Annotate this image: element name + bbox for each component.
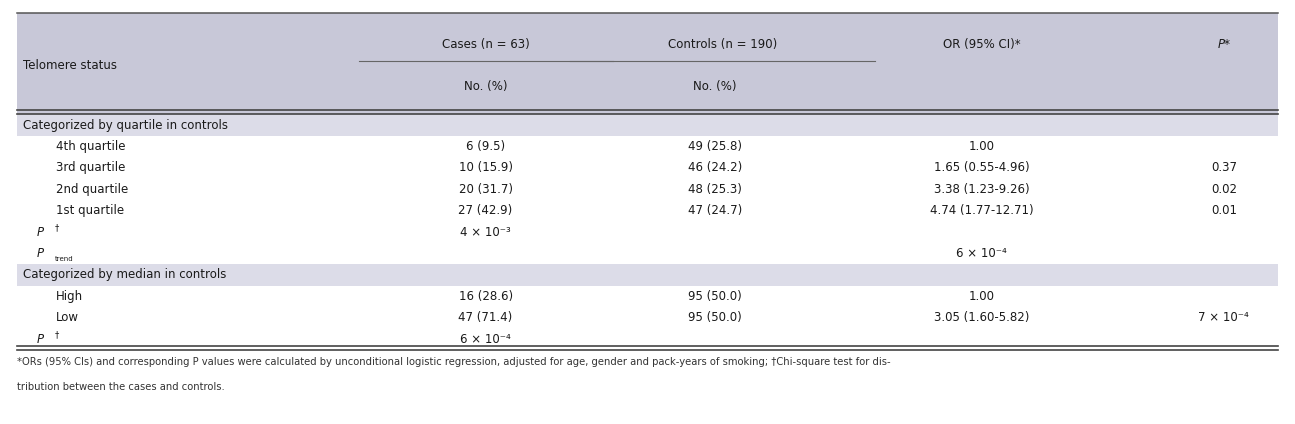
Text: 2nd quartile: 2nd quartile: [56, 183, 128, 196]
Bar: [17, 221, 1278, 243]
Text: 4.74 (1.77-12.71): 4.74 (1.77-12.71): [930, 204, 1033, 217]
Text: 0.02: 0.02: [1211, 183, 1237, 196]
Text: trend: trend: [54, 256, 73, 262]
Text: 6 (9.5): 6 (9.5): [466, 140, 505, 153]
Text: 47 (24.7): 47 (24.7): [688, 204, 742, 217]
Text: Controls (n = 190): Controls (n = 190): [668, 38, 777, 51]
Bar: [17, 200, 1278, 221]
Text: 46 (24.2): 46 (24.2): [688, 162, 742, 174]
Text: 27 (42.9): 27 (42.9): [458, 204, 513, 217]
Text: 47 (71.4): 47 (71.4): [458, 311, 513, 324]
Text: High: High: [56, 290, 83, 303]
Text: Low: Low: [56, 311, 79, 324]
Text: P*: P*: [1217, 38, 1230, 51]
Bar: [17, 13, 1278, 114]
Text: 1.65 (0.55-4.96): 1.65 (0.55-4.96): [934, 162, 1030, 174]
Text: No. (%): No. (%): [693, 81, 737, 93]
Bar: [17, 157, 1278, 179]
Text: 95 (50.0): 95 (50.0): [688, 311, 742, 324]
Text: 10 (15.9): 10 (15.9): [458, 162, 513, 174]
Text: Cases (n = 63): Cases (n = 63): [442, 38, 530, 51]
Text: 20 (31.7): 20 (31.7): [458, 183, 513, 196]
Text: P: P: [36, 247, 44, 260]
Text: 3.38 (1.23-9.26): 3.38 (1.23-9.26): [934, 183, 1030, 196]
Text: 4th quartile: 4th quartile: [56, 140, 126, 153]
Text: tribution between the cases and controls.: tribution between the cases and controls…: [17, 382, 224, 392]
Text: *ORs (95% CIs) and corresponding P values were calculated by unconditional logis: *ORs (95% CIs) and corresponding P value…: [17, 357, 891, 368]
Text: 3rd quartile: 3rd quartile: [56, 162, 126, 174]
Text: 1.00: 1.00: [969, 140, 995, 153]
Bar: [17, 114, 1278, 136]
Text: 16 (28.6): 16 (28.6): [458, 290, 513, 303]
Text: 1st quartile: 1st quartile: [56, 204, 124, 217]
Text: 6 × 10⁻⁴: 6 × 10⁻⁴: [956, 247, 1008, 260]
Text: P: P: [36, 226, 44, 239]
Text: 4 × 10⁻³: 4 × 10⁻³: [460, 226, 512, 239]
Text: Categorized by median in controls: Categorized by median in controls: [23, 268, 227, 282]
Text: 0.37: 0.37: [1211, 162, 1237, 174]
Text: 49 (25.8): 49 (25.8): [688, 140, 742, 153]
Bar: [17, 179, 1278, 200]
Bar: [17, 307, 1278, 329]
Bar: [17, 286, 1278, 307]
Text: Categorized by quartile in controls: Categorized by quartile in controls: [23, 119, 228, 132]
Text: 95 (50.0): 95 (50.0): [688, 290, 742, 303]
Text: †: †: [54, 223, 58, 232]
Text: 0.01: 0.01: [1211, 204, 1237, 217]
Text: 7 × 10⁻⁴: 7 × 10⁻⁴: [1198, 311, 1250, 324]
Text: No. (%): No. (%): [464, 81, 508, 93]
Text: 48 (25.3): 48 (25.3): [688, 183, 742, 196]
Bar: [17, 136, 1278, 157]
Text: Telomere status: Telomere status: [23, 59, 118, 72]
Text: †: †: [54, 330, 58, 339]
Text: OR (95% CI)*: OR (95% CI)*: [943, 38, 1020, 51]
Text: 1.00: 1.00: [969, 290, 995, 303]
Text: 3.05 (1.60-5.82): 3.05 (1.60-5.82): [934, 311, 1030, 324]
Bar: [17, 243, 1278, 264]
Text: P: P: [36, 332, 44, 346]
Text: 6 × 10⁻⁴: 6 × 10⁻⁴: [460, 332, 512, 346]
Bar: [17, 329, 1278, 350]
Bar: [17, 264, 1278, 286]
